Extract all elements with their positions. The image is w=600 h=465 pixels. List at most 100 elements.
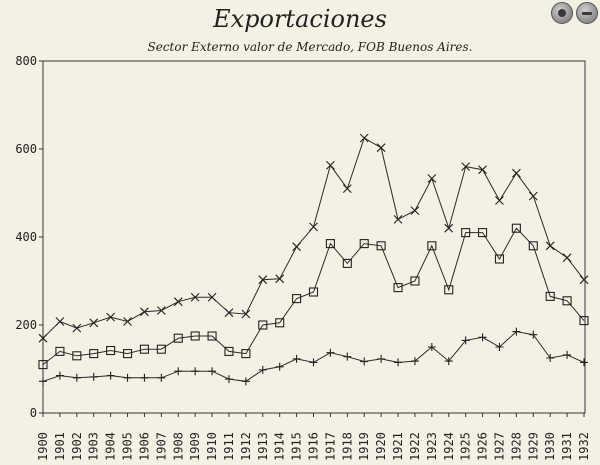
data-point-x	[393, 215, 403, 224]
data-point-plus	[55, 371, 64, 380]
data-point-plus	[309, 358, 318, 367]
data-point-x	[444, 223, 454, 233]
series-plus	[39, 327, 588, 386]
data-point-square	[292, 294, 302, 304]
x-tick-label: 1929	[526, 432, 540, 461]
data-point-x	[207, 292, 217, 302]
data-point-x	[224, 308, 234, 318]
data-point-square	[444, 285, 454, 295]
x-tick-label: 1900	[36, 432, 50, 461]
data-point-x	[427, 174, 437, 183]
x-tick-label: 1905	[121, 432, 135, 461]
data-point-x	[156, 306, 166, 315]
record-icon[interactable]	[551, 2, 573, 24]
data-point-square	[359, 239, 369, 249]
data-point-x	[359, 133, 369, 143]
data-point-x	[123, 317, 132, 326]
data-point-square	[461, 228, 471, 238]
data-point-plus	[461, 336, 470, 345]
data-point-square	[511, 223, 521, 233]
x-tick-label: 1910	[205, 432, 219, 461]
data-point-square	[410, 276, 420, 286]
data-point-square	[308, 287, 319, 297]
data-point-plus	[275, 362, 284, 371]
x-tick-label: 1903	[87, 432, 101, 461]
x-tick-label: 1930	[543, 432, 557, 461]
data-point-x	[72, 323, 82, 333]
x-axis: 1900 1901 1902 1903 1904 1905 1906 1907 1908 1909…	[36, 413, 591, 461]
x-tick-label: 1926	[476, 432, 490, 461]
x-tick-label: 1912	[239, 432, 253, 461]
series-line	[42, 227, 585, 365]
data-point-x	[342, 184, 352, 193]
data-point-x	[258, 275, 268, 285]
data-point-plus	[580, 358, 588, 367]
x-tick-label: 1931	[560, 432, 574, 461]
x-tick-label: 1921	[391, 432, 405, 461]
data-point-plus	[546, 354, 555, 362]
x-tick-label: 1904	[104, 432, 118, 461]
data-point-plus	[478, 333, 487, 342]
x-tick-label: 1908	[171, 432, 185, 461]
data-point-plus	[563, 350, 572, 359]
data-point-x	[38, 333, 48, 343]
x-tick-label: 1915	[290, 432, 304, 461]
x-tick-label: 1922	[408, 432, 422, 461]
data-point-plus	[512, 327, 521, 336]
data-point-x	[106, 312, 116, 322]
data-point-plus	[174, 367, 183, 376]
data-point-square	[258, 320, 268, 330]
series-group	[38, 133, 589, 386]
data-point-square	[376, 241, 386, 251]
data-point-square	[427, 241, 437, 251]
data-point-x	[292, 242, 301, 252]
data-point-square	[72, 351, 82, 361]
data-point-square	[275, 318, 285, 328]
data-point-plus	[191, 367, 200, 376]
y-tick-label: 800	[15, 54, 37, 68]
data-point-plus	[241, 377, 250, 386]
data-point-plus	[410, 357, 419, 366]
data-point-square	[494, 254, 505, 264]
data-point-plus	[39, 377, 47, 386]
y-tick-label: 400	[15, 230, 37, 244]
data-point-plus	[495, 343, 504, 351]
data-point-x	[562, 253, 572, 263]
data-point-square	[207, 331, 217, 341]
data-point-plus	[258, 365, 267, 374]
x-tick-label: 1913	[256, 432, 270, 461]
data-point-square	[139, 344, 149, 354]
series-square	[38, 223, 589, 370]
x-tick-label: 1920	[374, 432, 388, 461]
data-point-square	[55, 346, 65, 356]
data-point-x	[309, 222, 318, 232]
data-point-x	[275, 274, 285, 284]
data-point-plus	[394, 358, 403, 367]
data-point-plus	[89, 372, 98, 381]
data-point-plus	[343, 352, 352, 361]
x-tick-label: 1932	[577, 432, 591, 461]
series-line	[42, 137, 585, 339]
data-point-square	[190, 331, 200, 341]
x-tick-label: 1901	[53, 432, 67, 461]
data-point-x	[410, 206, 420, 215]
data-point-x	[173, 297, 183, 307]
chart-subtitle: Sector Externo valor de Mercado, FOB Bue…	[148, 40, 473, 54]
x-tick-label: 1911	[222, 432, 236, 461]
data-point-plus	[123, 373, 132, 382]
data-point-plus	[140, 373, 149, 382]
data-point-square	[325, 239, 335, 249]
more-icon[interactable]	[576, 2, 598, 24]
data-point-x	[579, 275, 589, 285]
data-point-plus	[326, 348, 335, 357]
data-point-plus	[106, 371, 115, 380]
chart-title: Exportaciones	[212, 5, 387, 33]
data-point-x	[140, 307, 149, 317]
data-point-square	[528, 241, 538, 251]
data-point-x	[376, 143, 386, 153]
data-point-plus	[224, 375, 233, 384]
data-point-x	[461, 162, 471, 171]
data-point-x	[478, 165, 487, 175]
data-point-plus	[208, 367, 217, 376]
x-tick-label: 1928	[509, 432, 523, 461]
